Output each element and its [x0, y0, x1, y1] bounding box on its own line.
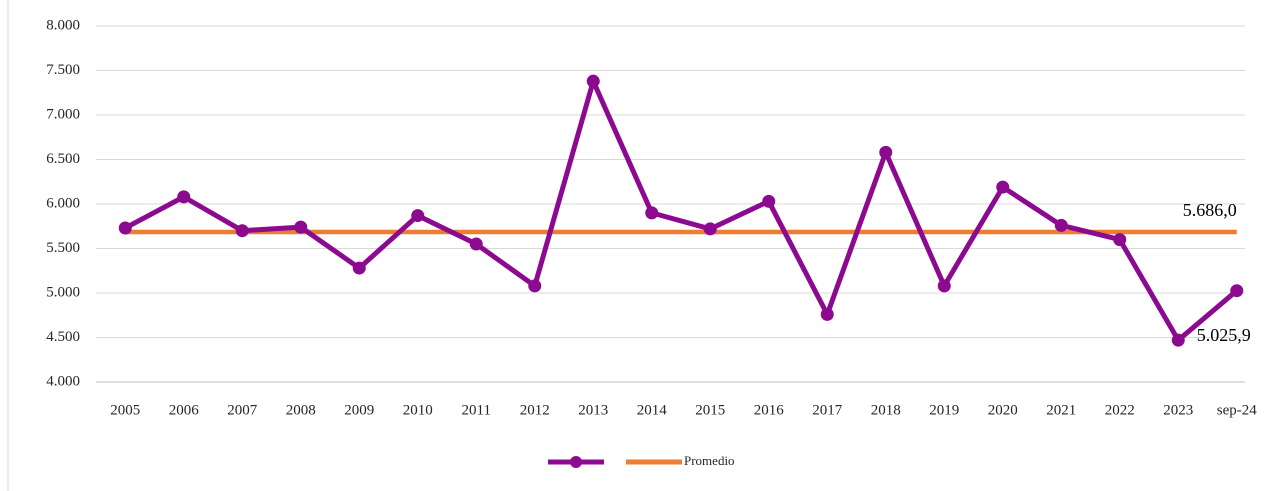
y-tick-label: 4.500 [46, 329, 80, 345]
legend-label: Promedio [684, 453, 735, 468]
x-tick-label: 2021 [1046, 402, 1076, 418]
point [177, 190, 191, 204]
series-line [124, 78, 1239, 343]
point [703, 222, 717, 236]
x-tick-label: 2017 [812, 402, 843, 418]
x-tick-label: 2007 [227, 402, 258, 418]
x-tick-label: 2022 [1105, 402, 1135, 418]
x-tick-label: 2010 [403, 402, 433, 418]
x-tick-label: 2012 [520, 402, 550, 418]
point [645, 206, 659, 220]
point [937, 279, 951, 293]
y-tick-label: 7.000 [46, 106, 80, 122]
point [528, 279, 542, 293]
data-label: 5.025,9 [1197, 325, 1251, 345]
y-tick-label: 6.000 [46, 195, 80, 211]
y-tick-label: 5.500 [46, 240, 80, 256]
point [411, 209, 425, 223]
x-tick-label: 2005 [110, 402, 140, 418]
x-tick-label: 2020 [988, 402, 1018, 418]
y-tick-label: 6.500 [46, 151, 80, 167]
point [469, 237, 483, 251]
x-tick-label: 2014 [637, 402, 668, 418]
x-tick-label: 2011 [462, 402, 491, 418]
point [586, 74, 600, 88]
x-tick-label: 2019 [929, 402, 959, 418]
data-label: 5.686,0 [1183, 200, 1237, 220]
x-tick-label: 2018 [871, 402, 901, 418]
x-tick-label: 2006 [169, 402, 200, 418]
x-tick-label: 2009 [344, 402, 374, 418]
y-tick-label: 8.000 [46, 17, 80, 33]
point [1230, 284, 1244, 298]
y-tick-label: 7.500 [46, 62, 80, 78]
x-tick-label: 2016 [754, 402, 785, 418]
point [294, 220, 308, 234]
point [879, 145, 893, 159]
point [235, 224, 249, 238]
point [118, 221, 132, 235]
point [762, 194, 776, 208]
x-tick-label: 2013 [578, 402, 608, 418]
point [1113, 233, 1127, 247]
x-tick-label: 2015 [695, 402, 725, 418]
x-tick-label: sep-24 [1217, 402, 1257, 418]
point [820, 307, 834, 321]
legend-marker [570, 456, 582, 468]
x-tick-label: 2008 [286, 402, 316, 418]
point [352, 261, 366, 275]
y-tick-label: 5.000 [46, 284, 80, 300]
x-tick-label: 2023 [1163, 402, 1193, 418]
y-tick-label: 4.000 [46, 373, 80, 389]
point [996, 180, 1010, 194]
point [1171, 333, 1185, 347]
point [1054, 218, 1068, 232]
